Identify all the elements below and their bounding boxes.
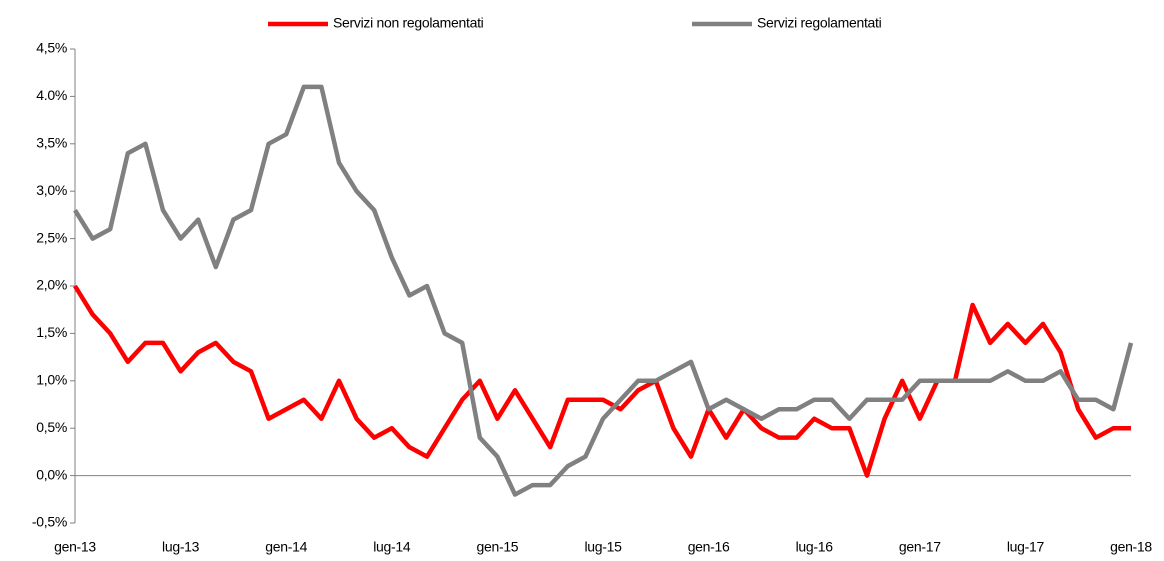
y-tick-label: 4,5% [36,40,67,56]
y-tick-label: 0,5% [36,419,67,435]
y-tick-label: 1,0% [36,372,67,388]
x-tick-label: lug-14 [373,539,411,555]
y-tick-label: 0,0% [36,466,67,482]
x-tick-label: lug-17 [1007,539,1045,555]
x-tick-label: gen-14 [265,539,307,555]
x-tick-label: gen-13 [54,539,96,555]
legend-label: Servizi regolamentati [757,15,882,31]
x-tick-label: gen-17 [899,539,941,555]
y-tick-label: -0,5% [32,514,67,530]
y-tick-label: 4.0% [36,87,67,103]
x-tick-label: gen-15 [477,539,519,555]
series-line [73,84,1134,497]
x-tick-label: gen-18 [1110,539,1152,555]
y-tick-label: 3,5% [36,135,67,151]
x-tick-label: gen-16 [688,539,730,555]
y-tick-label: 2,5% [36,229,67,245]
y-tick-label: 3,0% [36,182,67,198]
y-tick-label: 2,0% [36,277,67,293]
legend-label: Servizi non regolamentati [333,15,484,31]
x-tick-label: lug-13 [162,539,200,555]
x-tick-label: lug-16 [796,539,834,555]
y-tick-label: 1,5% [36,324,67,340]
x-tick-label: lug-15 [584,539,622,555]
